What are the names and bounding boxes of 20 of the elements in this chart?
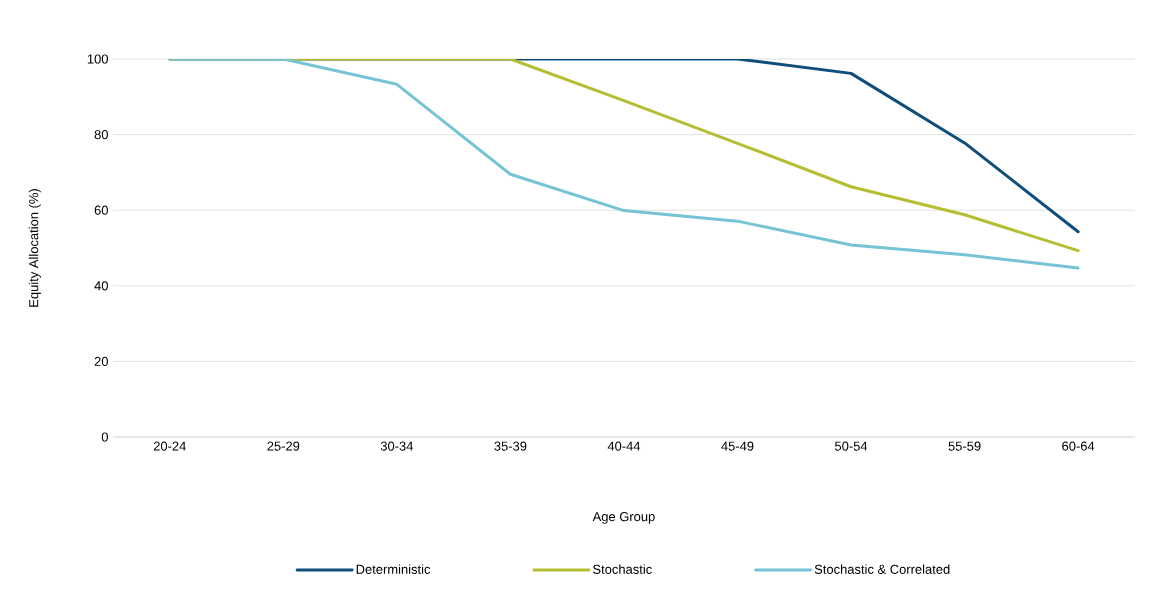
y-tick-label: 100 (87, 54, 108, 64)
legend-label: Stochastic (593, 564, 652, 574)
y-axis-title: Equity Allocation (%) (28, 189, 41, 307)
y-tick-label: 40 (94, 281, 108, 291)
y-tick-label: 60 (94, 205, 108, 215)
x-tick-label: 40-44 (607, 441, 641, 451)
y-tick-label: 20 (94, 356, 108, 366)
x-tick-label: 60-64 (1062, 441, 1095, 451)
x-tick-label: 25-29 (267, 441, 300, 451)
x-tick-label: 55-59 (948, 441, 981, 451)
x-tick-label: 45-49 (721, 441, 754, 451)
x-tick-label: 35-39 (494, 441, 527, 451)
y-tick-label: 0 (101, 432, 108, 442)
x-tick-label: 20-24 (153, 441, 186, 451)
x-tick-label: 30-34 (380, 441, 414, 451)
x-axis-title: Age Group (592, 512, 655, 524)
y-tick-label: 80 (94, 130, 108, 140)
x-tick-label: 50-54 (834, 441, 868, 451)
legend-label: Stochastic & Correlated (814, 564, 950, 574)
legend-label: Deterministic (356, 564, 431, 574)
